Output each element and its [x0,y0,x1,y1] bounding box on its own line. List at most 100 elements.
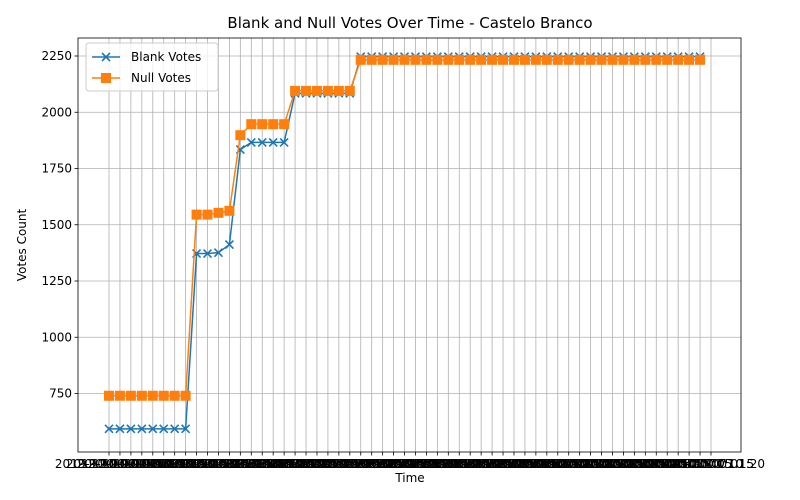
x-tick-label: 2019-10-07 00:15 [515,457,623,471]
data-point-null-votes [399,54,410,65]
data-point-null-votes [114,390,125,401]
x-tick-label: 2019-10-06 21:25 [142,457,250,471]
x-tick-label: 2019-10-07 00:20 [526,457,634,471]
legend-marker [101,73,111,83]
data-point-null-votes [552,54,563,65]
y-axis-label: Votes Count [15,209,29,282]
x-tick-label: 2019-10-06 21:45 [186,457,294,471]
x-tick-label: 2019-10-07 00:55 [602,457,710,471]
data-point-null-votes [366,54,377,65]
x-axis-label: Time [394,471,424,485]
chart-title: Blank and Null Votes Over Time - Castelo… [227,14,592,32]
marker-stroke [148,424,158,434]
data-point-blank-votes [148,424,158,434]
data-point-null-votes [104,390,114,401]
y-tick-label: 750 [49,387,72,401]
x-tick-label: 2019-10-06 23:25 [405,457,513,471]
y-tick-label: 1750 [41,162,72,176]
y-tick-label: 1250 [41,274,72,288]
x-tick-label: 2019-10-07 01:05 [624,457,732,471]
x-tick-label: 2019-10-06 21:40 [175,457,283,471]
x-tick-label: 2019-10-06 20:45 [55,457,163,471]
legend-frame [85,42,219,92]
y-tick-label: 2250 [41,49,72,63]
data-point-null-votes [311,85,322,96]
marker-stroke [115,424,125,434]
data-point-null-votes [224,205,235,216]
x-tick-label: 2019-10-06 23:55 [471,457,579,471]
data-point-null-votes [607,54,618,65]
x-tick-label: 2019-10-06 21:00 [88,457,196,471]
data-point-null-votes [333,85,344,96]
data-point-null-votes [498,54,509,65]
x-tick-label: 2019-10-07 00:10 [504,457,612,471]
x-tick-label: 2019-10-06 22:05 [230,457,338,471]
x-tick-label: 2019-10-07 00:40 [569,457,677,471]
y-tick-label: 1500 [41,218,72,232]
data-point-null-votes [355,54,366,65]
data-point-null-votes [640,54,651,65]
data-point-null-votes [180,390,191,401]
data-point-null-votes [574,54,585,65]
data-point-null-votes [301,85,312,96]
x-tick-label: 2019-10-06 23:10 [372,457,480,471]
x-tick-label: 2019-10-07 01:10 [635,457,743,471]
x-tick-label: 2019-10-06 23:40 [438,457,546,471]
x-tick-label: 2019-10-06 23:15 [383,457,491,471]
x-tick-label: 2019-10-06 21:15 [121,457,229,471]
marker-stroke [213,248,224,258]
data-point-null-votes [388,54,399,65]
x-tick-label: 2019-10-06 21:35 [164,457,272,471]
data-point-blank-votes [170,424,180,434]
x-tick-label: 2019-10-06 21:20 [132,457,240,471]
data-point-null-votes [454,54,465,65]
x-tick-label: 2019-10-07 01:20 [657,457,765,471]
legend-item-blank-votes: Blank Votes [92,50,201,64]
marker-stroke [224,239,234,250]
x-tick-label: 2019-10-06 23:05 [361,457,469,471]
data-point-null-votes [136,390,147,401]
data-point-blank-votes [246,137,256,147]
x-tick-label: 2019-10-06 23:45 [449,457,557,471]
data-point-blank-votes [181,424,191,434]
series-null-votes [104,54,706,401]
x-tick-label: 2019-10-06 22:25 [274,457,382,471]
data-point-blank-votes [268,137,278,147]
data-point-null-votes [651,54,662,65]
x-tick-label: 2019-10-06 21:30 [153,457,261,471]
legend-items: Blank Votes Null Votes [92,50,201,85]
data-point-null-votes [519,54,530,65]
x-tick-label: 2019-10-07 01:00 [613,457,721,471]
data-point-null-votes [158,390,169,401]
x-tick-label: 2019-10-06 22:55 [340,457,448,471]
x-tick-label: 2019-10-06 21:05 [99,457,207,471]
data-point-blank-votes [115,424,125,434]
x-tick-label: 2019-10-07 00:35 [558,457,666,471]
data-point-blank-votes [126,424,136,434]
data-point-null-votes [344,85,355,96]
data-point-null-votes [432,54,443,65]
x-tick-label: 2019-10-06 23:50 [460,457,568,471]
x-tick-label: 2019-10-06 22:00 [219,457,327,471]
data-point-null-votes [257,119,268,130]
x-tick-label: 2019-10-06 22:40 [307,457,415,471]
data-point-null-votes [235,130,246,141]
plot-frame [77,37,742,453]
legend-item-null-votes: Null Votes [92,71,191,85]
marker-stroke [170,424,180,434]
data-point-blank-votes [104,424,114,434]
x-tick-label: 2019-10-07 00:45 [580,457,688,471]
data-point-null-votes [662,54,673,65]
data-point-null-votes [684,54,695,65]
data-point-null-votes [213,207,224,218]
x-tick-label: 2019-10-07 01:15 [646,457,754,471]
data-point-null-votes [322,85,333,96]
data-point-null-votes [125,390,136,401]
marker-stroke [202,248,213,259]
marker-stroke [104,424,114,434]
data-point-blank-votes [257,137,267,147]
data-point-blank-votes [224,239,234,250]
data-point-null-votes [443,54,454,65]
x-tick-label: 2019-10-06 22:35 [296,457,404,471]
